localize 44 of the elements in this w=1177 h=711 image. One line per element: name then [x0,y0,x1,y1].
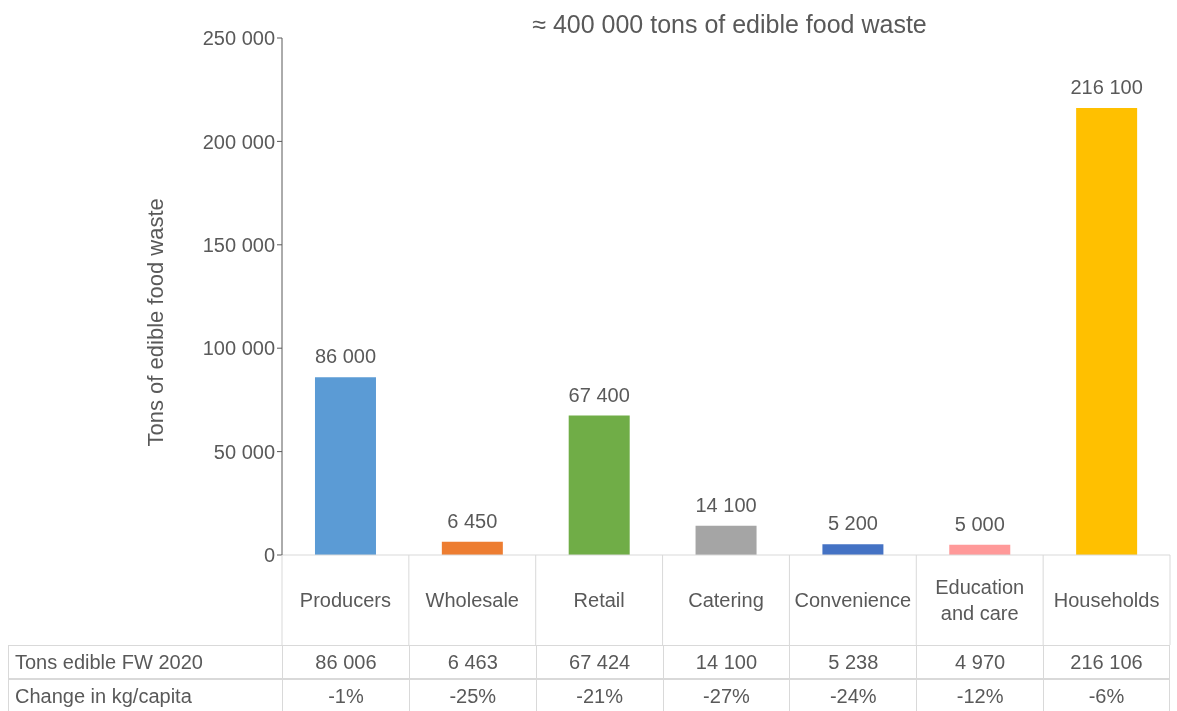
bar [1076,108,1138,555]
text: -24% [789,679,917,711]
data-label: 14 100 [695,493,757,516]
text: 14 100 [662,645,790,679]
text: -12% [916,679,1044,711]
text: Tons edible FW 2020 [8,645,282,679]
text: 67 424 [535,645,663,679]
text: 5 238 [789,645,917,679]
text: 216 106 [1043,645,1170,679]
x-tick-label: Households [1053,589,1160,611]
text: 6 463 [408,645,536,679]
bar [441,541,503,555]
x-tick-label: Producers [299,589,392,611]
text: -25% [408,679,536,711]
data-label: 5 000 [954,512,1005,535]
y-tick-label: 250 000 [202,27,275,50]
text: 86 006 [282,645,409,679]
bar [695,525,757,555]
y-axis-title: Tons of edible food waste [142,198,168,447]
chart-title: ≈ 400 000 tons of edible food waste [531,10,928,39]
x-tick-label: Convenience [794,589,912,611]
data-label: 86 000 [314,345,377,368]
y-tick-label: 100 000 [202,337,275,360]
data-label: 5 200 [827,512,878,535]
y-tick-label: 50 000 [213,440,275,463]
bar [822,544,884,555]
text: -27% [662,679,790,711]
text: Change in kg/capita [8,679,282,711]
text: 4 970 [916,645,1044,679]
bar [568,415,630,555]
text: -6% [1043,679,1170,711]
x-tick-label: Retail [573,589,625,611]
text: -1% [282,679,409,711]
data-label: 6 450 [447,509,498,532]
x-tick-label: Catering [688,589,764,611]
data-label: 67 400 [568,383,630,406]
y-tick-label: 200 000 [202,130,275,153]
bar [314,377,376,555]
x-tick-label: Wholesale [425,589,519,611]
data-label: 216 100 [1070,76,1143,99]
x-tick-label: Education and care [935,576,1025,624]
y-tick-label: 0 [263,544,275,567]
y-tick-label: 150 000 [202,233,275,256]
text: -21% [535,679,663,711]
